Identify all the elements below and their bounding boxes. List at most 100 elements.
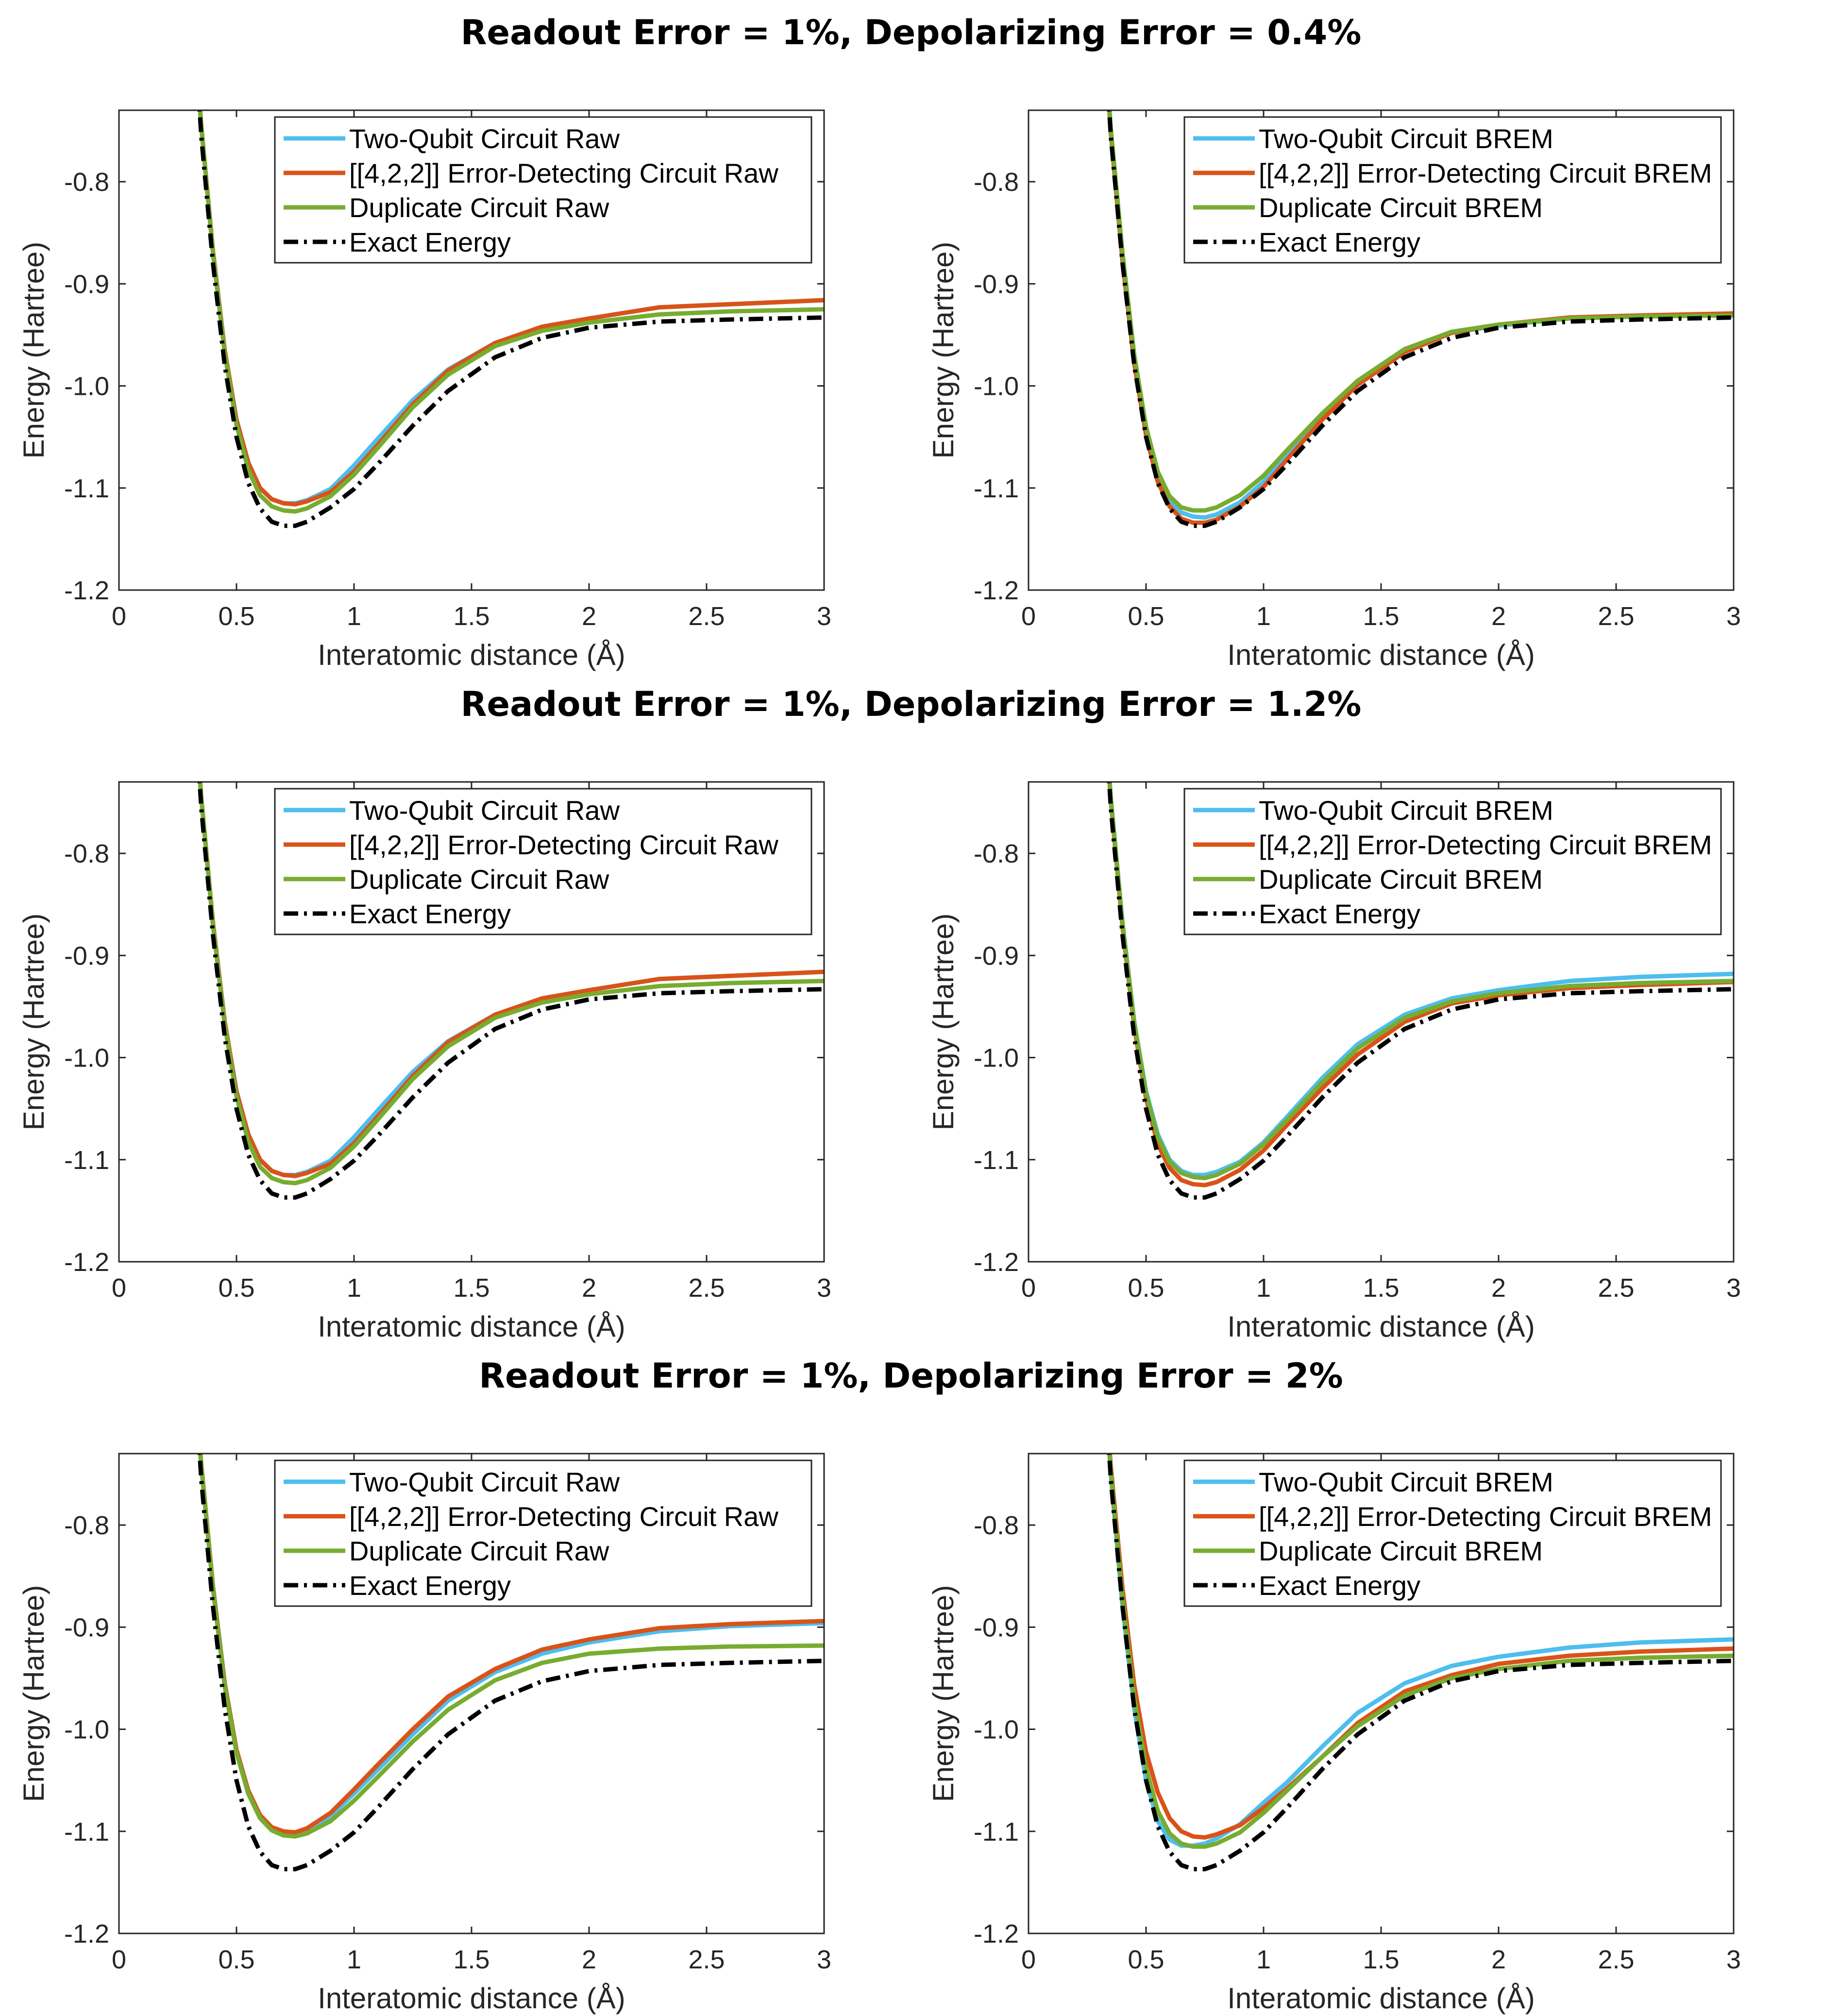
series-group <box>1107 1454 1734 1872</box>
series-group <box>197 1454 824 1872</box>
series-group <box>197 110 824 528</box>
y-tick-label: -0.9 <box>974 270 1019 299</box>
x-axis-label: Interatomic distance (Å) <box>1227 639 1535 671</box>
x-tick-label: 2 <box>582 1273 596 1303</box>
legend-label: Duplicate Circuit BREM <box>1259 192 1543 223</box>
chart-panel-3: 0 0.5 1 1.5 2 2.5 3 -1.2 -1.1 -1.0 -0.9 -0.8 Interat… <box>17 781 831 1343</box>
y-axis-label: Energy (Hartree) <box>17 1585 50 1802</box>
x-tick-label: 2 <box>1491 1945 1506 1974</box>
legend-label: Duplicate Circuit Raw <box>349 1536 609 1566</box>
x-tick-label: 3 <box>817 1273 831 1303</box>
legend-box <box>274 1459 812 1607</box>
x-axis-label: Interatomic distance (Å) <box>318 639 625 671</box>
x-tick-label: 0.5 <box>218 602 254 631</box>
y-tick-label: -1.0 <box>64 1044 109 1073</box>
legend-label: Two-Qubit Circuit Raw <box>349 1467 620 1497</box>
y-tick-label: -0.9 <box>64 1613 109 1642</box>
chart-panel-5: 0 0.5 1 1.5 2 2.5 3 -1.2 -1.1 -1.0 -0.9 -0.8 Interat… <box>17 1453 831 2015</box>
legend-label: [[4,2,2]] Error-Detecting Circuit BREM <box>1259 158 1712 188</box>
y-tick-label: -1.1 <box>974 1146 1019 1175</box>
legend-label: [[4,2,2]] Error-Detecting Circuit Raw <box>349 830 778 860</box>
x-tick-label: 1 <box>1256 1273 1271 1303</box>
y-tick-label: -0.9 <box>974 1613 1019 1642</box>
x-tick-label: 1 <box>1256 1945 1271 1974</box>
chart-panel-4: 0 0.5 1 1.5 2 2.5 3 -1.2 -1.1 -1.0 -0.9 -0.8 Interat… <box>927 781 1741 1343</box>
y-tick-label: -1.0 <box>974 1715 1019 1745</box>
chart-panel-6: 0 0.5 1 1.5 2 2.5 3 -1.2 -1.1 -1.0 -0.9 -0.8 Interat… <box>927 1453 1741 2015</box>
x-axis-label: Interatomic distance (Å) <box>1227 1310 1535 1343</box>
y-tick-label: -0.8 <box>974 1511 1019 1540</box>
legend-label: Two-Qubit Circuit BREM <box>1259 1467 1553 1497</box>
legend-label: Duplicate Circuit BREM <box>1259 864 1543 895</box>
y-tick-label: -0.8 <box>974 168 1019 197</box>
y-axis-label: Energy (Hartree) <box>927 1585 960 1802</box>
x-tick-label: 3 <box>1726 602 1741 631</box>
row-title-3: Readout Error = 1%, Depolarizing Error =… <box>479 1356 1343 1396</box>
legend-box <box>1183 116 1722 264</box>
series-line-exact <box>197 782 824 1200</box>
x-tick-label: 1.5 <box>453 1273 489 1303</box>
legend-label: [[4,2,2]] Error-Detecting Circuit Raw <box>349 1501 778 1532</box>
legend-box <box>274 788 812 935</box>
legend-label: Exact Energy <box>349 898 511 929</box>
y-tick-label: -1.1 <box>974 474 1019 503</box>
x-tick-label: 1.5 <box>453 602 489 631</box>
x-axis-label: Interatomic distance (Å) <box>1227 1982 1535 2015</box>
y-tick-label: -1.1 <box>64 1146 109 1175</box>
series-line-exact <box>197 110 824 528</box>
x-tick-label: 0 <box>1021 602 1036 631</box>
x-tick-label: 1.5 <box>1363 1273 1399 1303</box>
x-tick-label: 1 <box>1256 602 1271 631</box>
x-tick-label: 0 <box>1021 1273 1036 1303</box>
x-tick-label: 0 <box>112 1273 126 1303</box>
legend-label: Exact Energy <box>1259 898 1420 929</box>
x-tick-label: 0.5 <box>218 1945 254 1974</box>
legend-label: Duplicate Circuit BREM <box>1259 1536 1543 1566</box>
legend-label: Exact Energy <box>1259 1570 1420 1601</box>
legend-label: Two-Qubit Circuit Raw <box>349 123 620 154</box>
x-tick-label: 1 <box>347 1273 361 1303</box>
series-line-exact <box>197 1454 824 1872</box>
legend-label: Exact Energy <box>1259 227 1420 257</box>
y-tick-label: -1.1 <box>64 1817 109 1847</box>
legend-label: [[4,2,2]] Error-Detecting Circuit Raw <box>349 158 778 188</box>
x-tick-label: 2.5 <box>688 602 725 631</box>
y-tick-label: -0.8 <box>64 1511 109 1540</box>
x-tick-label: 0 <box>112 602 126 631</box>
y-tick-label: -1.0 <box>974 1044 1019 1073</box>
legend-label: Two-Qubit Circuit Raw <box>349 795 620 826</box>
x-tick-label: 1 <box>347 1945 361 1974</box>
x-tick-label: 0.5 <box>1128 602 1164 631</box>
y-tick-label: -0.8 <box>974 839 1019 868</box>
y-tick-label: -1.1 <box>974 1817 1019 1847</box>
y-tick-label: -0.9 <box>64 270 109 299</box>
x-tick-label: 1.5 <box>453 1945 489 1974</box>
x-tick-label: 3 <box>817 602 831 631</box>
chart-panel-2: 0 0.5 1 1.5 2 2.5 3 -1.2 -1.1 -1.0 -0.9 -0.8 Interat… <box>927 109 1741 671</box>
y-tick-label: -1.2 <box>974 1248 1019 1277</box>
y-tick-label: -1.0 <box>64 1715 109 1745</box>
series-group <box>197 782 824 1200</box>
legend-label: Two-Qubit Circuit BREM <box>1259 123 1553 154</box>
y-axis-label: Energy (Hartree) <box>17 242 50 459</box>
x-tick-label: 2 <box>582 1945 596 1974</box>
x-tick-label: 2.5 <box>688 1273 725 1303</box>
y-axis-label: Energy (Hartree) <box>17 914 50 1131</box>
legend-label: [[4,2,2]] Error-Detecting Circuit BREM <box>1259 1501 1712 1532</box>
y-axis-label: Energy (Hartree) <box>927 242 960 459</box>
legend-label: Exact Energy <box>349 227 511 257</box>
y-tick-label: -1.1 <box>64 474 109 503</box>
x-tick-label: 2 <box>582 602 596 631</box>
legend: Two-Qubit Circuit BREM [[4,2,2]] Error-De… <box>1183 1459 1722 1607</box>
legend-label: Exact Energy <box>349 1570 511 1601</box>
y-tick-label: -1.2 <box>64 1248 109 1277</box>
x-tick-label: 0 <box>1021 1945 1036 1974</box>
series-line-duplicate <box>1107 782 1734 1181</box>
legend-label: Duplicate Circuit Raw <box>349 192 609 223</box>
legend-label: Two-Qubit Circuit BREM <box>1259 795 1553 826</box>
legend-box <box>274 116 812 264</box>
legend: Two-Qubit Circuit BREM [[4,2,2]] Error-De… <box>1183 116 1722 264</box>
x-tick-label: 2.5 <box>1598 1273 1634 1303</box>
x-axis-label: Interatomic distance (Å) <box>318 1310 625 1343</box>
